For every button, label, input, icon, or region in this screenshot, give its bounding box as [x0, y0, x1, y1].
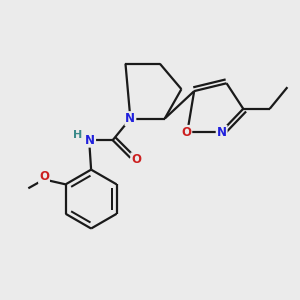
Text: N: N [125, 112, 135, 125]
Text: N: N [217, 126, 226, 139]
Text: O: O [131, 153, 141, 166]
Text: N: N [85, 134, 95, 147]
Text: O: O [39, 170, 49, 183]
Text: O: O [181, 126, 191, 139]
Text: H: H [73, 130, 82, 140]
